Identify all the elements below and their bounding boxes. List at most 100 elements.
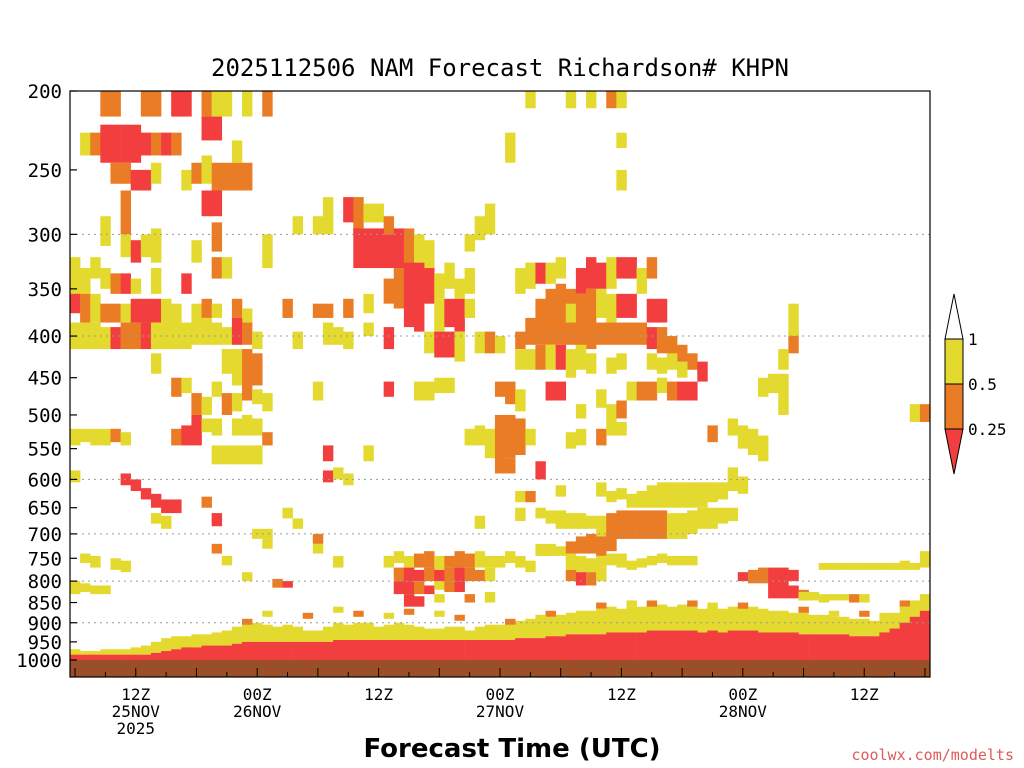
heatmap-cell — [687, 510, 698, 534]
heatmap-cell — [262, 234, 273, 269]
heatmap-cell — [494, 414, 506, 456]
heatmap-cell — [140, 132, 152, 156]
heatmap-cell — [211, 116, 223, 141]
colorbar-level-label: 0.5 — [968, 375, 997, 394]
heatmap-cell — [80, 322, 91, 350]
heatmap-cell — [221, 91, 233, 117]
heatmap-cell — [515, 620, 526, 639]
heatmap-cell — [444, 640, 455, 660]
heatmap-cell — [171, 499, 182, 514]
heatmap-cell — [515, 491, 526, 503]
heatmap-cell — [484, 555, 496, 568]
heatmap-cell — [545, 381, 556, 401]
heatmap-cell — [646, 510, 658, 539]
heatmap-cell — [434, 640, 445, 660]
heatmap-cell — [565, 432, 577, 449]
heatmap-cell — [606, 606, 617, 633]
heatmap-cell — [687, 600, 698, 607]
heatmap-cell — [403, 567, 415, 582]
heatmap-cell — [626, 632, 637, 660]
heatmap-cell — [80, 428, 91, 443]
heatmap-cell — [80, 654, 91, 660]
heatmap-cell — [889, 612, 900, 635]
heatmap-cell — [363, 322, 374, 337]
heatmap-cell — [383, 555, 395, 568]
heatmap-cell — [636, 268, 648, 294]
heatmap-cell — [555, 485, 567, 497]
heatmap-cell — [616, 132, 627, 149]
heatmap-cell — [353, 197, 364, 235]
heatmap-cell — [616, 91, 627, 109]
heatmap-cell — [150, 234, 162, 263]
heatmap-cell — [525, 428, 536, 446]
heatmap-cell — [697, 361, 708, 382]
heatmap-cell — [565, 91, 577, 109]
heatmap-cell — [130, 278, 142, 294]
heatmap-cell — [90, 428, 101, 446]
heatmap-cell — [191, 162, 202, 184]
heatmap-cell — [434, 331, 445, 358]
heatmap-cell — [626, 560, 637, 570]
heatmap-cell — [596, 322, 607, 345]
heatmap-cell — [626, 600, 637, 607]
heatmap-cell — [919, 404, 931, 422]
heatmap-cell — [555, 257, 567, 279]
heatmap-cell — [242, 572, 253, 582]
heatmap-cell — [100, 585, 111, 595]
heatmap-cell — [656, 510, 668, 539]
source-credit: coolwx.com/modelts — [851, 746, 1014, 764]
heatmap-cell — [414, 596, 425, 607]
heatmap-cell — [697, 482, 708, 508]
heatmap-cell — [363, 640, 374, 660]
heatmap-cell — [434, 569, 445, 582]
heatmap-cell — [818, 614, 830, 635]
heatmap-cell — [666, 381, 678, 401]
x-tick-label: 00Z — [486, 685, 515, 704]
heatmap-cell — [596, 555, 607, 568]
heatmap-cell — [677, 604, 688, 631]
heatmap-cell — [181, 273, 192, 294]
heatmap-cell — [211, 543, 223, 554]
heatmap-cell — [424, 268, 435, 304]
heatmap-cell — [434, 581, 445, 590]
heatmap-cell — [464, 630, 476, 640]
heatmap-cell — [343, 640, 354, 660]
heatmap-cell — [252, 418, 263, 436]
heatmap-cell — [282, 581, 293, 588]
heatmap-cell — [272, 626, 283, 642]
heatmap-cell — [656, 357, 668, 374]
heatmap-cell — [586, 610, 597, 635]
heatmap-cell — [586, 322, 597, 350]
heatmap-cell — [768, 585, 779, 599]
heatmap-cell — [727, 467, 739, 491]
heatmap-cell — [242, 641, 253, 660]
heatmap-cell — [181, 425, 192, 446]
heatmap-cell — [565, 553, 577, 570]
heatmap-cell — [80, 268, 91, 299]
heatmap-cell — [322, 470, 334, 483]
heatmap-cell — [231, 140, 243, 163]
heatmap-cell — [373, 228, 384, 269]
heatmap-cell — [454, 581, 465, 592]
heatmap-cell — [788, 331, 799, 354]
heatmap-cell — [171, 377, 182, 397]
heatmap-cell — [677, 361, 688, 378]
y-tick-label: 900 — [28, 613, 62, 635]
heatmap-cell — [393, 640, 405, 660]
heatmap-cell — [100, 124, 111, 163]
heatmap-cell — [110, 649, 121, 655]
heatmap-cell — [312, 543, 324, 554]
heatmap-cell — [120, 124, 132, 163]
heatmap-cell — [505, 132, 516, 163]
heatmap-cell — [211, 322, 223, 345]
heatmap-cell — [272, 641, 283, 660]
y-tick-label: 300 — [28, 224, 62, 246]
heatmap-cell — [747, 569, 759, 584]
heatmap-cell — [282, 641, 293, 660]
heatmap-cell — [909, 562, 921, 570]
heatmap-cell — [636, 510, 648, 539]
heatmap-cell — [778, 632, 789, 660]
y-tick-label: 600 — [28, 469, 62, 491]
heatmap-cell — [262, 641, 273, 660]
heatmap-cell — [555, 614, 567, 637]
